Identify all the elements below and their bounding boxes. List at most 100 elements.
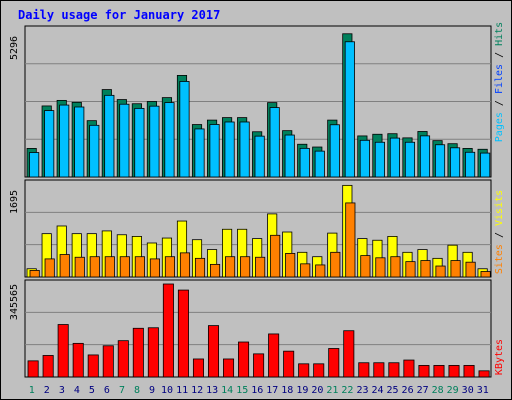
bar-sites	[285, 253, 296, 278]
bar-kbytes	[42, 355, 54, 378]
x-tick-label: 23	[356, 385, 368, 396]
bar-files	[299, 147, 310, 178]
bar-kbytes	[57, 324, 69, 378]
bar-kbytes	[448, 365, 460, 378]
bar-files	[119, 103, 130, 178]
x-tick-label: 3	[59, 385, 65, 396]
bar-sites	[300, 263, 311, 278]
bar-files	[284, 134, 295, 178]
ymax-label-bottom: 345565	[9, 284, 20, 320]
bar-kbytes	[433, 365, 445, 378]
bar-sites	[405, 261, 416, 278]
bar-sites	[59, 254, 70, 278]
bar-sites	[44, 258, 55, 278]
x-tick-label: 27	[417, 385, 429, 396]
bar-kbytes	[418, 365, 430, 378]
side-label-part: Visits	[494, 190, 505, 226]
bar-kbytes	[162, 283, 174, 378]
bar-sites	[225, 256, 236, 278]
x-tick-label: 7	[119, 385, 125, 396]
bar-files	[194, 128, 205, 178]
bar-files	[329, 124, 340, 178]
ymax-label-top: 5296	[9, 36, 20, 60]
bar-kbytes	[478, 370, 490, 378]
bar-sites	[29, 270, 40, 278]
x-tick-label: 1	[29, 385, 35, 396]
bar-kbytes	[358, 362, 370, 378]
bar-kbytes	[313, 363, 325, 378]
bar-sites	[435, 265, 446, 278]
bar-kbytes	[298, 363, 310, 378]
bar-files	[179, 81, 190, 178]
bar-kbytes	[343, 330, 355, 378]
bar-files	[314, 150, 325, 178]
chart-title: Daily usage for January 2017	[18, 8, 221, 22]
bar-files	[389, 137, 400, 178]
x-tick-label: 4	[74, 385, 80, 396]
bar-files	[74, 106, 85, 178]
x-tick-label: 18	[281, 385, 293, 396]
bar-files	[269, 107, 280, 178]
bar-sites	[330, 251, 341, 278]
bar-files	[239, 121, 250, 178]
bar-sites	[465, 261, 476, 278]
side-label-middle: Sites / Visits	[494, 190, 505, 274]
x-tick-label: 6	[104, 385, 110, 396]
x-tick-label: 24	[371, 385, 383, 396]
side-label-bottom: KBytes	[494, 339, 505, 375]
side-label-part: Hits	[494, 22, 505, 46]
x-tick-label: 14	[221, 385, 233, 396]
x-tick-label: 21	[326, 385, 338, 396]
bar-files	[344, 41, 355, 178]
side-label-part: Files	[494, 64, 505, 94]
bar-files	[419, 135, 431, 178]
side-label-part: KBytes	[494, 339, 505, 375]
bar-sites	[194, 257, 206, 278]
bar-kbytes	[373, 362, 385, 378]
bar-kbytes	[132, 327, 144, 378]
bar-kbytes	[223, 358, 235, 378]
x-tick-label: 29	[447, 385, 459, 396]
bar-files	[89, 124, 100, 178]
bar-files	[465, 151, 476, 178]
x-tick-label: 28	[432, 385, 444, 396]
bar-files	[254, 135, 265, 178]
bar-sites	[390, 256, 401, 278]
bar-kbytes	[207, 325, 220, 378]
bar-files	[104, 94, 115, 178]
bar-sites	[240, 256, 251, 278]
bar-sites	[119, 256, 130, 278]
bar-sites	[179, 252, 191, 278]
bar-files	[359, 139, 370, 178]
bar-kbytes	[388, 362, 400, 378]
bar-sites	[450, 260, 461, 278]
bar-sites	[420, 260, 431, 278]
side-label-top: Pages / Files / Hits	[494, 22, 505, 142]
bar-sites	[270, 234, 281, 278]
x-tick-label: 16	[251, 385, 263, 396]
bar-files	[224, 121, 235, 178]
bar-kbytes	[238, 341, 250, 378]
bar-kbytes	[192, 358, 204, 378]
bar-sites	[480, 271, 491, 278]
bar-sites	[104, 256, 115, 278]
x-tick-label: 30	[462, 385, 474, 396]
x-tick-label: 10	[161, 385, 173, 396]
bar-kbytes	[117, 340, 129, 378]
x-tick-label: 11	[176, 385, 188, 396]
bar-kbytes	[147, 327, 159, 378]
bar-kbytes	[403, 359, 415, 378]
bar-files	[404, 141, 416, 178]
bar-sites	[375, 257, 386, 278]
bar-kbytes	[27, 360, 39, 378]
bar-files	[480, 152, 491, 178]
bar-files	[209, 124, 220, 178]
bar-kbytes	[463, 365, 475, 378]
x-tick-label: 19	[296, 385, 308, 396]
bar-kbytes	[283, 350, 295, 378]
x-tick-label: 13	[206, 385, 218, 396]
x-tick-label: 25	[387, 385, 399, 396]
x-tick-label: 26	[402, 385, 414, 396]
bar-sites	[315, 264, 326, 278]
